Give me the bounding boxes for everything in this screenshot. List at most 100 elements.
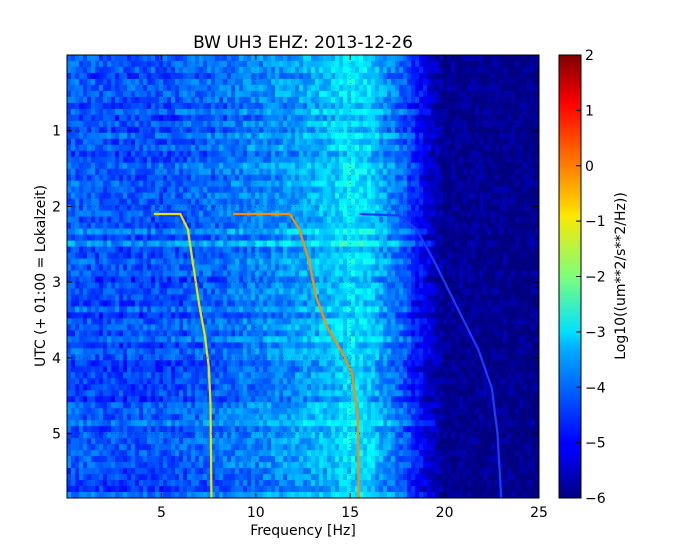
heatmap-cell xyxy=(331,354,336,361)
heatmap-cell xyxy=(271,144,276,152)
heatmap-cell xyxy=(103,156,108,164)
heatmap-cell xyxy=(251,234,256,241)
heatmap-cell xyxy=(295,102,300,110)
heatmap-cell xyxy=(183,120,188,128)
heatmap-cell xyxy=(79,366,84,373)
heatmap-cell xyxy=(215,306,220,313)
heatmap-cell xyxy=(95,252,100,259)
heatmap-cell xyxy=(243,55,248,62)
heatmap-cell xyxy=(179,330,184,337)
heatmap-cell xyxy=(243,150,248,158)
heatmap-cell xyxy=(279,300,284,307)
heatmap-cell xyxy=(87,132,92,140)
heatmap-cell xyxy=(267,294,272,301)
heatmap-cell xyxy=(111,174,116,182)
heatmap-cell xyxy=(139,174,144,182)
heatmap-cell xyxy=(199,300,204,307)
heatmap-cell xyxy=(207,216,212,224)
heatmap-cell xyxy=(167,324,172,331)
heatmap-cell xyxy=(147,396,152,403)
heatmap-cell xyxy=(247,162,252,170)
heatmap-cell xyxy=(239,90,244,98)
heatmap-cell xyxy=(119,55,124,62)
heatmap-cell xyxy=(187,138,192,146)
heatmap-cell xyxy=(163,198,168,206)
heatmap-cell xyxy=(267,342,272,349)
heatmap-cell xyxy=(227,84,232,92)
heatmap-cell xyxy=(255,174,260,182)
heatmap-cell xyxy=(271,66,276,74)
heatmap-cell xyxy=(287,420,292,427)
heatmap-cell xyxy=(95,270,100,277)
heatmap-cell xyxy=(107,372,112,379)
heatmap-cell xyxy=(279,372,284,379)
heatmap-cell xyxy=(279,336,284,343)
heatmap-cell xyxy=(195,276,200,283)
heatmap-cell xyxy=(219,450,224,457)
heatmap-cell xyxy=(103,120,108,128)
heatmap-cell xyxy=(239,486,244,493)
heatmap-cell xyxy=(283,312,288,319)
heatmap-cell xyxy=(235,396,240,403)
heatmap-cell xyxy=(251,66,256,74)
heatmap-cell xyxy=(275,198,280,206)
heatmap-cell xyxy=(131,216,136,224)
heatmap-cell xyxy=(239,432,244,439)
heatmap-cell xyxy=(327,60,332,68)
heatmap-cell xyxy=(275,108,280,116)
heatmap-cell xyxy=(91,55,96,62)
heatmap-cell xyxy=(299,96,304,104)
heatmap-cell xyxy=(179,414,184,421)
heatmap-cell xyxy=(171,138,176,146)
heatmap-cell xyxy=(323,426,328,433)
heatmap-cell xyxy=(123,174,128,182)
heatmap-cell xyxy=(231,414,236,421)
heatmap-cell xyxy=(87,108,92,116)
heatmap-cell xyxy=(247,246,252,253)
heatmap-cell xyxy=(115,456,120,463)
heatmap-cell xyxy=(135,324,140,331)
heatmap-cell xyxy=(255,342,260,349)
heatmap-cell xyxy=(91,120,96,128)
heatmap-cell xyxy=(243,120,248,128)
heatmap-cell xyxy=(279,192,284,200)
heatmap-cell xyxy=(67,480,72,487)
heatmap-cell xyxy=(251,300,256,307)
heatmap-cell xyxy=(151,174,156,182)
heatmap-cell xyxy=(183,246,188,253)
heatmap-cell xyxy=(323,84,328,92)
heatmap-cell xyxy=(107,174,112,182)
heatmap-cell xyxy=(143,264,148,271)
heatmap-cell xyxy=(99,258,104,265)
heatmap-cell xyxy=(275,180,280,188)
heatmap-cell xyxy=(135,270,140,277)
heatmap-cell xyxy=(171,234,176,241)
heatmap-cell xyxy=(203,300,208,307)
heatmap-cell xyxy=(323,378,328,385)
heatmap-cell xyxy=(71,438,76,445)
heatmap-cell xyxy=(243,84,248,92)
heatmap-cell xyxy=(67,474,72,481)
heatmap-cell xyxy=(247,480,252,487)
heatmap-cell xyxy=(71,300,76,307)
heatmap-cell xyxy=(151,402,156,409)
heatmap-cell xyxy=(83,390,88,397)
heatmap-cell xyxy=(327,438,332,445)
heatmap-cell xyxy=(143,354,148,361)
heatmap-cell xyxy=(83,276,88,283)
heatmap-cell xyxy=(71,138,76,146)
heatmap-cell xyxy=(159,102,164,110)
heatmap-cell xyxy=(83,228,88,235)
heatmap-cell xyxy=(211,126,216,134)
heatmap-cell xyxy=(323,264,328,271)
heatmap-cell xyxy=(263,378,268,385)
heatmap-cell xyxy=(267,240,272,247)
heatmap-cell xyxy=(151,372,156,379)
heatmap-cell xyxy=(303,486,308,493)
heatmap-cell xyxy=(247,192,252,200)
heatmap-cell xyxy=(71,324,76,331)
heatmap-cell xyxy=(139,384,144,391)
heatmap-cell xyxy=(223,222,228,230)
heatmap-cell xyxy=(295,60,300,68)
heatmap-cell xyxy=(179,90,184,98)
